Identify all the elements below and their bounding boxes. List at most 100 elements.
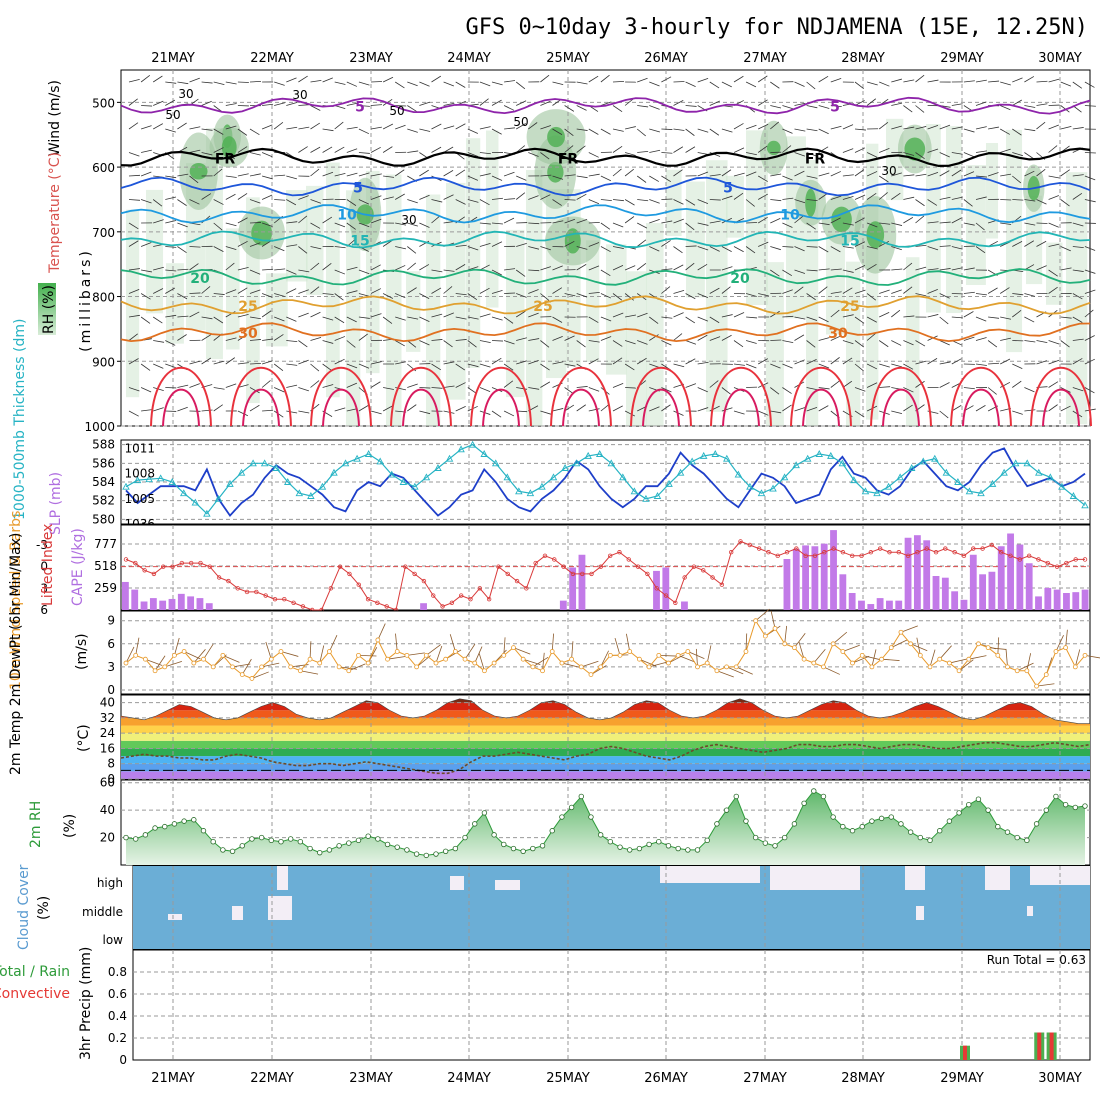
wind-barb: [697, 128, 709, 133]
wind-barb: [842, 287, 853, 294]
wind10m-barb: [1026, 653, 1032, 671]
wind-barb: [951, 126, 963, 130]
rh-shade: [926, 124, 941, 313]
wind-barb: [395, 246, 407, 250]
wind-barb: [854, 81, 864, 90]
rh2m-point: [1014, 834, 1020, 841]
wind-barb: [649, 105, 660, 110]
cape-bar: [858, 600, 865, 610]
wind-barb: [588, 75, 599, 83]
wind-barb: [794, 246, 805, 252]
wind-barb: [443, 125, 455, 130]
rh-shade-core: [221, 136, 237, 159]
date-label-bottom: 27MAY: [743, 1071, 787, 1086]
wind10m-point: [162, 664, 168, 670]
wind-tick-label: 0: [107, 683, 115, 697]
wind-barb: [697, 152, 709, 155]
side-labels: Wind (m/s) Temperature (°C) (millibars) …: [0, 80, 94, 1060]
li-point: [580, 571, 585, 577]
wind-barb: [673, 169, 683, 177]
wind-barb: [782, 363, 793, 369]
wind-barb: [624, 265, 636, 271]
wind-barb: [697, 222, 709, 226]
wind-barb: [588, 242, 600, 247]
rh2m-ylabel: 2m RH: [28, 801, 44, 848]
rh-shade: [346, 190, 361, 426]
wind-barb: [673, 264, 684, 271]
wind10m-point: [191, 660, 197, 666]
wind10m-barb: [449, 634, 456, 652]
wind-barb: [491, 128, 502, 135]
li-point: [859, 553, 864, 559]
wind-barb: [939, 316, 949, 325]
thickness-point: [734, 470, 743, 478]
thickness-point: [850, 476, 858, 484]
wind-barb: [770, 269, 780, 277]
wind-barb: [842, 148, 854, 153]
wind10m-barb: [474, 646, 483, 664]
wind-barb: [189, 77, 200, 83]
wind10m-point: [830, 641, 836, 647]
wind-barb: [975, 175, 987, 178]
wind-barb: [237, 267, 249, 271]
wind-barb: [637, 312, 648, 318]
wind10m-barb: [614, 637, 621, 656]
li-point: [458, 593, 464, 598]
pressure-tick-label: 900: [92, 355, 115, 369]
wind10m-barb: [232, 663, 251, 668]
wind10m-point: [637, 656, 642, 662]
li-point: [142, 568, 147, 573]
wind-barb: [346, 382, 358, 388]
li-point: [645, 571, 650, 577]
wind10m-point: [375, 637, 381, 643]
wind-barb: [261, 194, 273, 200]
wind-barb: [358, 128, 370, 135]
thickness-point: [1069, 492, 1078, 499]
wind-barb: [745, 340, 757, 344]
wind-barb: [975, 79, 987, 83]
wind-barb: [322, 146, 333, 153]
wind-barb: [128, 268, 140, 271]
wind10m-point: [433, 660, 439, 666]
wind10m-barb: [794, 633, 806, 648]
li-point: [179, 560, 185, 566]
wind-barb: [975, 101, 987, 106]
wind10m-point: [743, 649, 749, 654]
wind-barb: [612, 105, 623, 113]
wind-barb: [455, 293, 467, 296]
wind-barb: [733, 192, 744, 200]
cape-bar: [420, 603, 427, 610]
li-point: [356, 582, 361, 587]
wind10m-point: [714, 668, 720, 674]
wind10m-barb: [329, 634, 338, 652]
wind-barb: [383, 175, 395, 178]
wind10m-barb: [503, 637, 506, 656]
wind-barb: [939, 293, 950, 299]
cloud-clear: [770, 866, 860, 890]
wind-barb: [915, 126, 927, 130]
wind-barb: [794, 152, 805, 157]
wind-barb: [963, 387, 975, 390]
wind-barb: [153, 100, 164, 106]
wind-barb: [758, 193, 768, 200]
rh-shade: [146, 189, 164, 314]
hot-isotherm: [642, 388, 680, 427]
wind-barb: [177, 173, 189, 177]
wind-barb: [407, 246, 417, 254]
wind-barb: [153, 407, 164, 412]
rh2m-point: [297, 838, 304, 845]
wind-barb: [1048, 243, 1060, 247]
wind-barb: [685, 316, 696, 324]
cape-bar: [569, 567, 577, 610]
wind-barb: [310, 105, 321, 111]
wind-barb: [334, 269, 346, 275]
thickness-point: [838, 459, 847, 467]
wind-barb: [987, 172, 999, 177]
rh2m-point: [801, 800, 807, 807]
wind10m-point: [782, 641, 788, 647]
wind-barb: [576, 175, 588, 179]
wind-barb: [697, 316, 709, 322]
wind-barb: [612, 293, 623, 301]
wind-barb: [842, 174, 854, 177]
